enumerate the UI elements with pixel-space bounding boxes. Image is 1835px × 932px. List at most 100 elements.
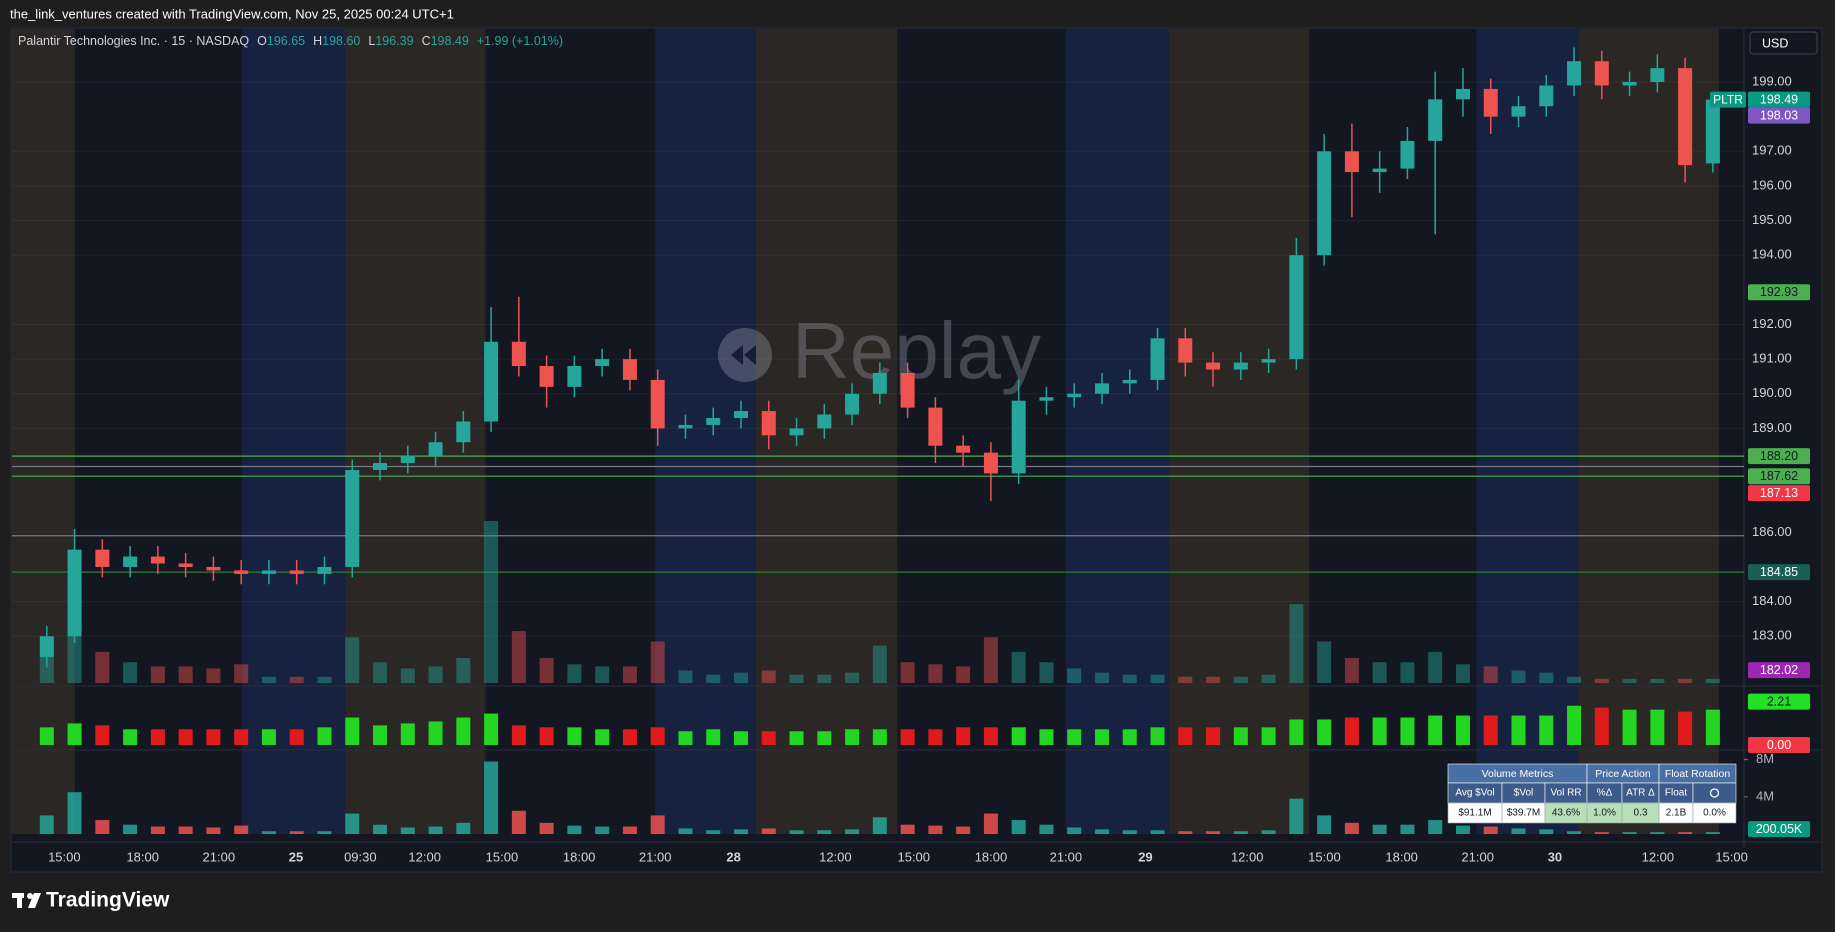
volume-overlay-bar xyxy=(1705,678,1720,683)
oscillator-bar xyxy=(345,717,360,745)
volume-bar xyxy=(484,761,499,834)
volume-bar xyxy=(1206,831,1221,834)
volume-bar xyxy=(289,831,304,834)
oscillator-bar xyxy=(1622,709,1637,745)
x-tick-label: 21:00 xyxy=(639,849,672,864)
volume-bar xyxy=(1178,831,1193,834)
logo-part xyxy=(28,893,41,908)
candle-body xyxy=(1705,99,1720,164)
legend-symbol: Palantir Technologies Inc. · 15 · NASDAQ xyxy=(18,34,249,48)
oscillator-bar xyxy=(178,729,193,745)
session-band xyxy=(486,29,656,834)
candle-body xyxy=(123,556,138,567)
price-badge-label: 200.05K xyxy=(1756,822,1803,836)
volume-overlay-bar xyxy=(95,651,110,683)
candle-body xyxy=(1289,255,1304,360)
volume-overlay-bar xyxy=(150,666,165,683)
candle-body xyxy=(706,418,721,425)
legend-key: L xyxy=(368,34,375,48)
x-tick-label: 15:00 xyxy=(486,849,519,864)
table-value: $39.7M xyxy=(1507,808,1540,819)
oscillator-bar xyxy=(1289,719,1304,745)
candle-body xyxy=(1150,338,1165,380)
volume-bar xyxy=(67,792,82,834)
price-badge xyxy=(1748,737,1810,753)
oscillator-bar xyxy=(539,727,554,745)
volume-overlay-bar xyxy=(761,670,776,683)
volume-overlay-bar xyxy=(1261,674,1276,683)
oscillator-bar xyxy=(373,725,388,745)
table-header-cell xyxy=(1692,782,1737,804)
oscillator-bar xyxy=(428,721,443,745)
candle-body xyxy=(983,452,998,474)
volume-bar xyxy=(1317,815,1332,834)
volume-bar xyxy=(1594,832,1609,834)
volume-bar xyxy=(1150,830,1165,834)
volume-overlay-bar xyxy=(1039,662,1054,683)
volume-bar xyxy=(1233,831,1248,834)
volume-bar xyxy=(123,824,138,834)
oscillator-bar xyxy=(1261,727,1276,745)
oscillator-bar xyxy=(1011,727,1026,745)
candle-body xyxy=(178,563,193,567)
volume-bar xyxy=(678,828,693,834)
candle-body xyxy=(1122,379,1137,384)
candle-body xyxy=(928,407,943,446)
volume-bar xyxy=(1650,832,1665,834)
candle-body xyxy=(622,359,637,380)
x-tick-label: 18:00 xyxy=(126,849,159,864)
volume-bar xyxy=(1428,820,1443,834)
oscillator-bar xyxy=(1178,727,1193,745)
price-badge xyxy=(1748,107,1810,124)
legend-key: C xyxy=(422,34,431,48)
x-tick-label: 15:00 xyxy=(897,849,930,864)
price-badge-label: 2.21 xyxy=(1767,694,1791,708)
candle-body xyxy=(1428,99,1443,141)
candle-body xyxy=(1067,393,1082,398)
candle-body xyxy=(1261,359,1276,363)
volume-overlay-bar xyxy=(595,666,610,683)
y-tick-label: 192.00 xyxy=(1752,316,1792,331)
volume-overlay-bar xyxy=(678,670,693,683)
volume-bar xyxy=(1455,825,1470,834)
session-band xyxy=(75,29,242,834)
volume-bar xyxy=(1567,831,1582,834)
oscillator-bar xyxy=(983,727,998,745)
volume-bar xyxy=(1483,826,1498,834)
volume-overlay-bar xyxy=(1150,674,1165,683)
volume-bar xyxy=(234,825,249,834)
volume-overlay-bar xyxy=(234,664,249,683)
candle-body xyxy=(956,445,971,453)
volume-overlay-bar xyxy=(1483,666,1498,683)
volume-bar xyxy=(1400,824,1415,834)
volume-overlay-bar xyxy=(178,666,193,683)
oscillator-bar xyxy=(39,727,54,745)
price-badge-label: 184.85 xyxy=(1760,565,1798,579)
volume-overlay-bar xyxy=(734,672,748,683)
oscillator-bar xyxy=(789,731,804,745)
candle-body xyxy=(678,424,693,429)
symbol-tag-label: PLTR xyxy=(1713,92,1743,106)
x-tick-label: 12:00 xyxy=(1231,849,1264,864)
candle-body xyxy=(1483,88,1498,117)
oscillator-bar xyxy=(484,713,499,745)
volume-bar xyxy=(1261,830,1276,834)
candle-body xyxy=(289,570,304,574)
oscillator-bar xyxy=(1039,729,1054,745)
x-tick-label: 21:00 xyxy=(1050,849,1083,864)
x-tick-label: 18:00 xyxy=(1385,849,1418,864)
volume-overlay-bar xyxy=(400,668,415,683)
session-band xyxy=(655,29,756,834)
oscillator-bar xyxy=(1150,727,1165,745)
oscillator-bar xyxy=(706,729,721,745)
candle-body xyxy=(373,463,388,470)
candle-body xyxy=(1511,106,1526,117)
legend: Palantir Technologies Inc. · 15 · NASDAQ… xyxy=(18,34,563,48)
oscillator-bar xyxy=(123,729,138,745)
candle-body xyxy=(1539,85,1554,107)
oscillator-bar xyxy=(1567,705,1582,745)
currency-box xyxy=(1749,31,1818,55)
volume-bar xyxy=(1344,822,1359,834)
candle-body xyxy=(900,372,915,408)
volume-overlay-bar xyxy=(1539,672,1554,683)
